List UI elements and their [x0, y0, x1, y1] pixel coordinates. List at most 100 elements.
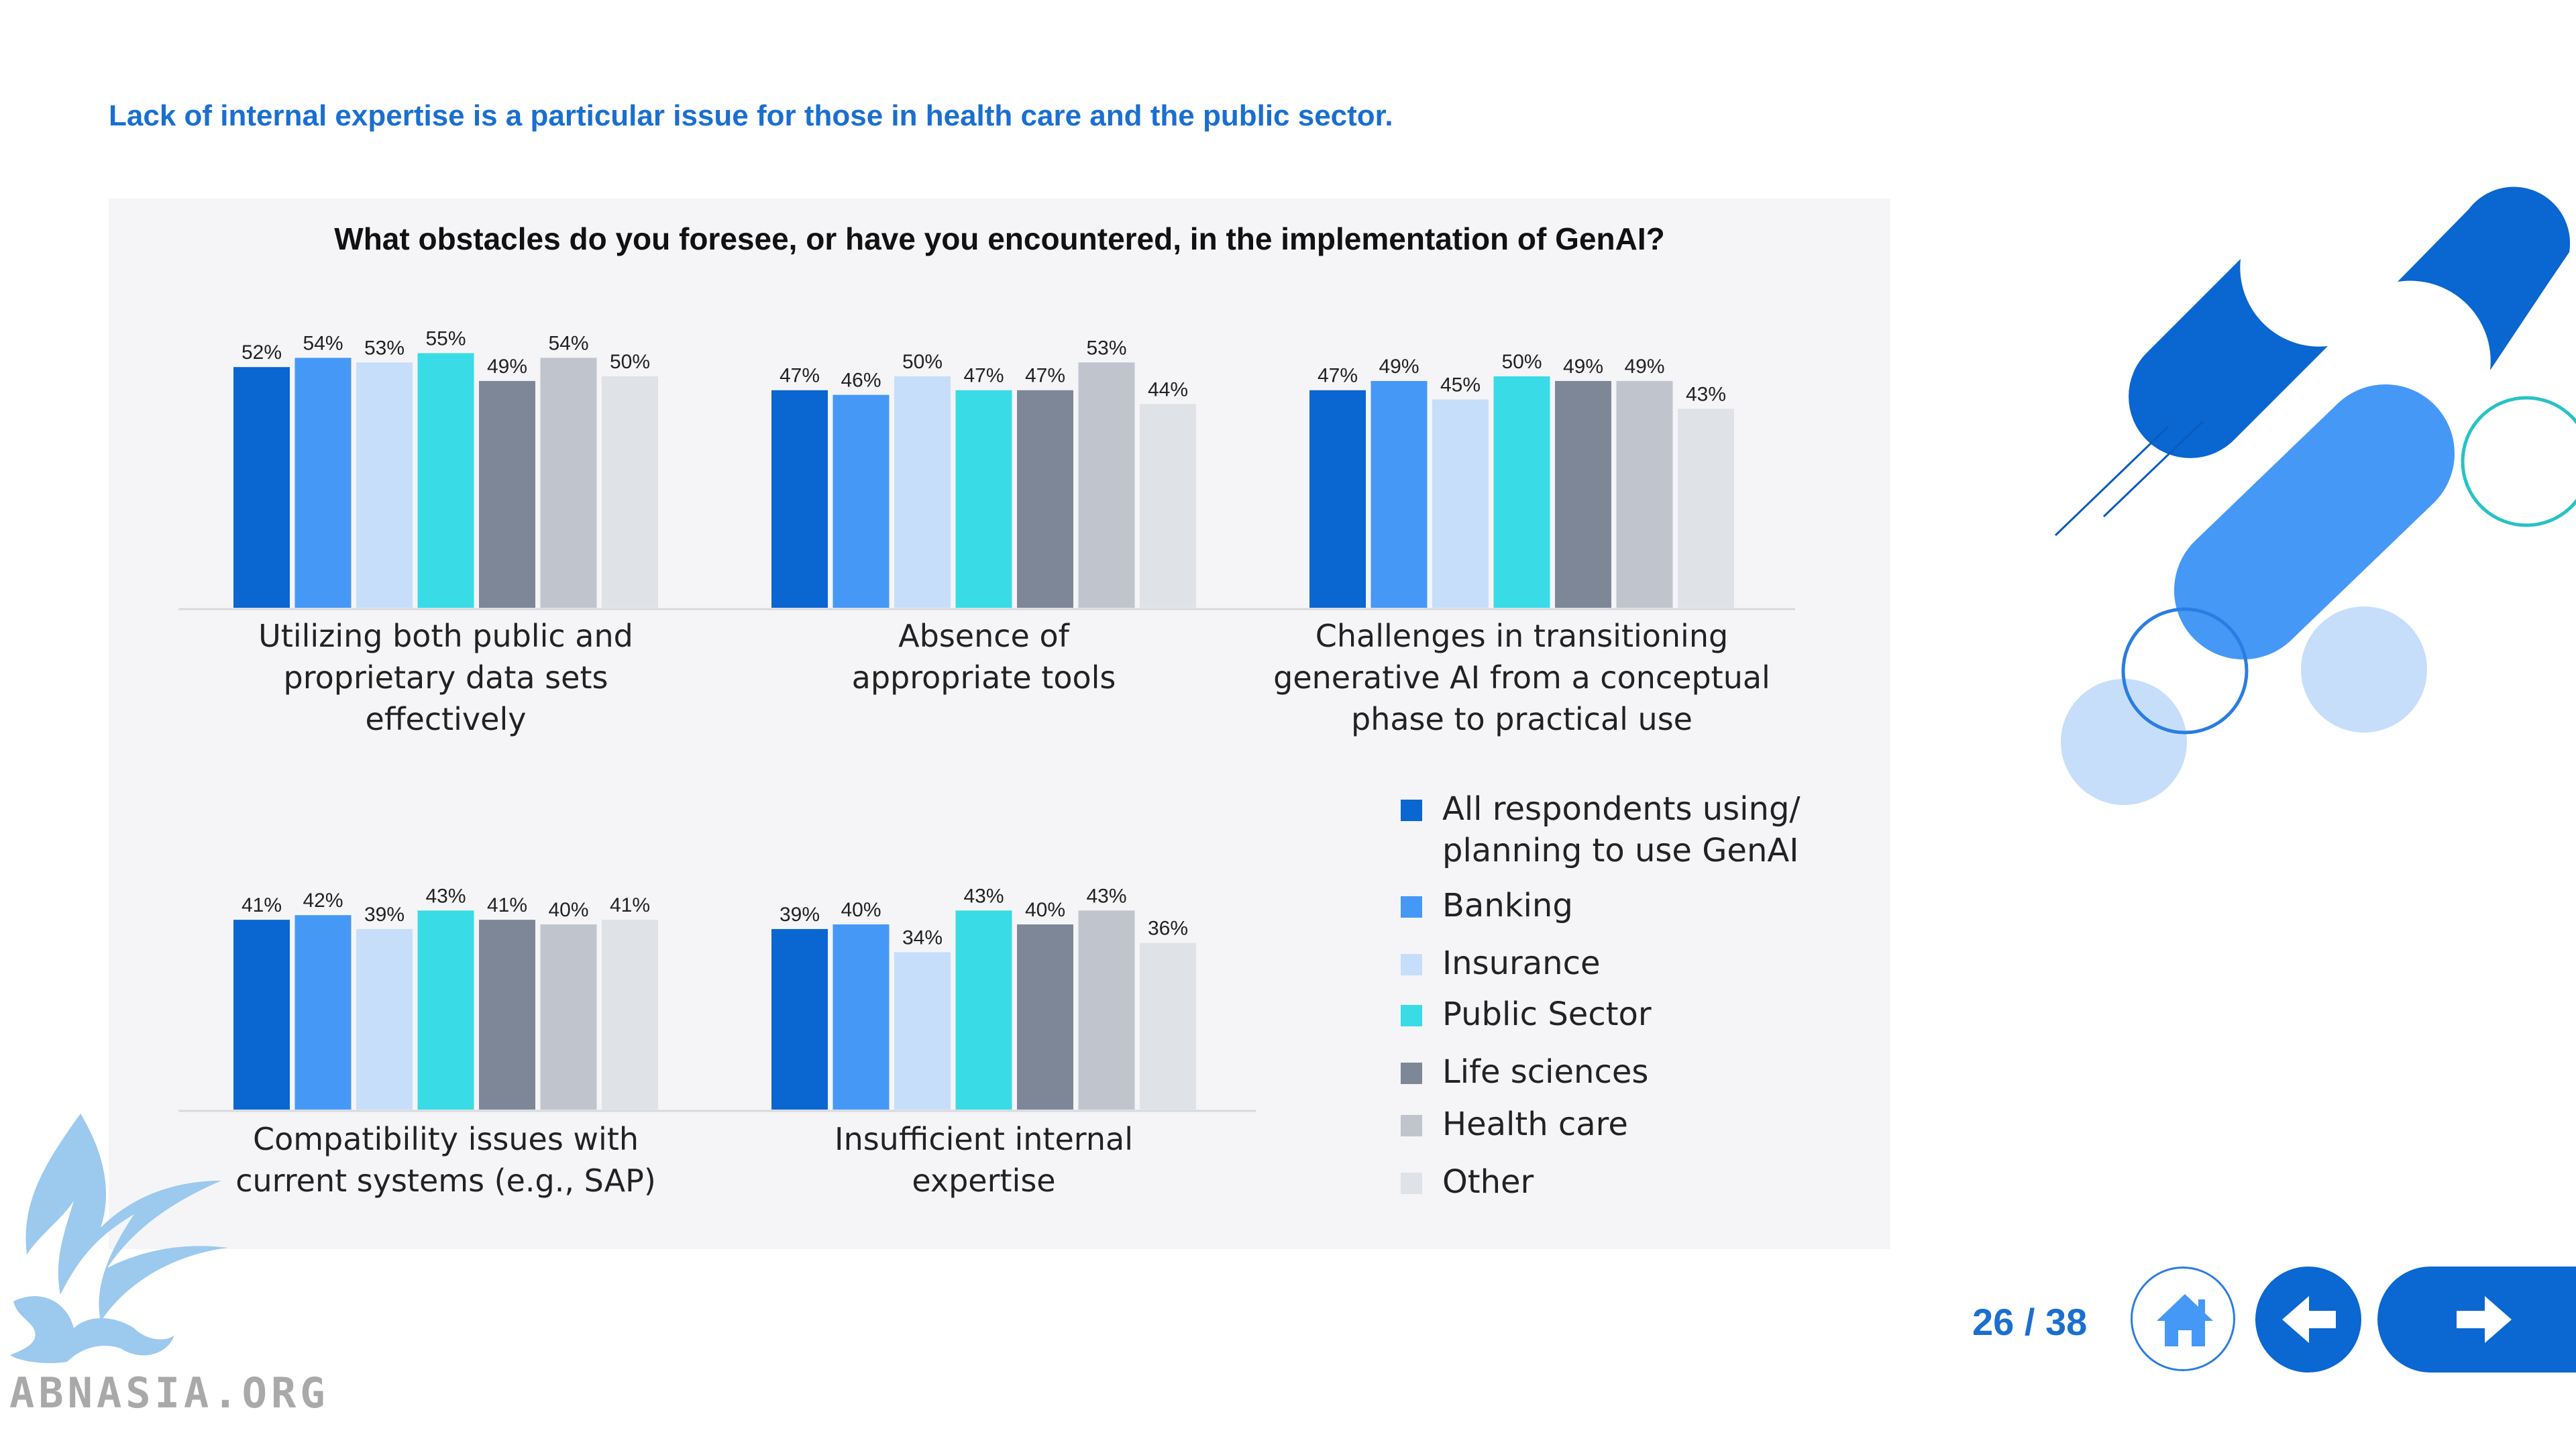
legend-label: Life sciences	[1442, 1053, 1648, 1091]
bar	[540, 358, 597, 608]
chart-legend: All respondents using/planning to use Ge…	[1401, 790, 1801, 1201]
bar	[1371, 380, 1428, 608]
bar-value-label: 49%	[1624, 356, 1664, 378]
griffin-logo	[10, 1114, 228, 1363]
next-button[interactable]	[2377, 1267, 2576, 1373]
bar-group: 39% 40% 34% 43% 40% 43% 36% Insufficient intern…	[771, 885, 1196, 1199]
bar	[1678, 409, 1734, 608]
bar-group: 47% 46% 50% 47% 47% 53% 44% Absence of appropria…	[771, 337, 1196, 696]
category-label: Challenges in transitioning generative AI…	[1273, 618, 1770, 737]
bar	[894, 952, 951, 1110]
bar-value-label: 34%	[902, 926, 943, 949]
bar	[1078, 910, 1135, 1110]
home-button[interactable]	[2131, 1267, 2235, 1371]
legend-swatch	[1401, 1063, 1422, 1084]
category-label: Absence of appropriate tools	[852, 618, 1116, 696]
legend-swatch	[1401, 896, 1422, 918]
legend-item: Insurance	[1401, 945, 1601, 982]
bar-value-label: 55%	[425, 328, 466, 350]
bar	[771, 390, 828, 608]
bar	[1140, 404, 1196, 608]
bar-value-label: 45%	[1440, 374, 1481, 396]
bar-group: 52% 54% 53% 55% 49% 54% 50% Utilizing both publ…	[233, 328, 658, 737]
bar	[833, 394, 890, 608]
bar-value-label: 49%	[487, 356, 527, 378]
decor-circle-light-left	[2061, 679, 2187, 805]
bar-value-label: 47%	[1025, 365, 1065, 387]
bar	[1078, 362, 1135, 608]
bar-value-label: 42%	[303, 890, 343, 912]
bar-value-label: 44%	[1148, 378, 1188, 400]
category-label: Insufficient internal expertise	[835, 1121, 1133, 1199]
bar-value-label: 49%	[1563, 356, 1603, 378]
bar-value-label: 54%	[303, 332, 343, 354]
bar	[233, 920, 290, 1110]
bar	[602, 920, 658, 1110]
chart-title: What obstacles do you foresee, or have y…	[334, 221, 1664, 256]
bar	[294, 915, 352, 1110]
bar	[1432, 399, 1489, 608]
bar	[294, 358, 352, 608]
bar-value-label: 52%	[241, 341, 282, 364]
bar-group: 47% 49% 45% 50% 49% 49% 43% Challenges in trans…	[1273, 351, 1770, 737]
bar	[356, 928, 413, 1110]
arrow-left-icon	[2282, 1296, 2336, 1343]
page-counter: 26 / 38	[1972, 1301, 2088, 1343]
bar	[771, 928, 828, 1110]
bar	[1140, 943, 1196, 1110]
bar-chart: What obstacles do you foresee, or have y…	[178, 221, 1801, 1201]
legend-label: Banking	[1442, 887, 1573, 924]
decor-diagonal-lines	[2054, 420, 2204, 537]
category-label: Compatibility issues with current systems…	[235, 1121, 656, 1199]
decor-circle-light-right	[2301, 606, 2427, 733]
bar	[233, 367, 290, 608]
bar	[955, 910, 1012, 1110]
bar-group: 41% 42% 39% 43% 41% 40% 41% Compatibility issue…	[233, 885, 658, 1199]
legend-label: Other	[1442, 1163, 1534, 1201]
decor-circle-outline-blue	[2121, 607, 2249, 735]
bar-value-label: 43%	[963, 885, 1004, 907]
bar	[356, 362, 413, 608]
watermark-text: ABNASIA.ORG	[9, 1368, 329, 1417]
bar-value-label: 43%	[1086, 885, 1126, 907]
bar-value-label: 41%	[487, 894, 527, 916]
legend-swatch	[1401, 1173, 1422, 1194]
chart-groups: 52% 54% 53% 55% 49% 54% 50% Utilizing both publ…	[178, 328, 1795, 1199]
bar-value-label: 41%	[241, 894, 282, 916]
bar-value-label: 47%	[963, 365, 1004, 387]
bar	[894, 376, 951, 608]
legend-item: Other	[1401, 1163, 1534, 1201]
legend-label: Insurance	[1442, 945, 1601, 982]
decor-pill-dark-right	[2398, 186, 2571, 370]
bar-value-label: 54%	[548, 332, 588, 354]
bar	[479, 920, 535, 1110]
category-label: Utilizing both public and proprietary dat…	[258, 618, 633, 737]
page-subtitle: Lack of internal expertise is a particul…	[109, 99, 1393, 132]
legend-item: Life sciences	[1401, 1053, 1648, 1091]
bar-value-label: 50%	[902, 351, 943, 373]
legend-label: Health care	[1442, 1106, 1628, 1143]
legend-item: Banking	[1401, 887, 1573, 924]
previous-button[interactable]	[2255, 1267, 2361, 1373]
decor-pill-dark-left	[2129, 259, 2328, 458]
bar	[417, 910, 474, 1110]
bar	[955, 390, 1012, 608]
bar	[417, 353, 474, 608]
bar-value-label: 47%	[780, 365, 820, 387]
decor-circle-outline-teal	[2461, 396, 2576, 527]
bar-value-label: 40%	[548, 899, 588, 921]
chart-panel: What obstacles do you foresee, or have y…	[109, 199, 1890, 1249]
bar	[1493, 376, 1550, 608]
bar-value-label: 40%	[841, 899, 881, 921]
bar-value-label: 47%	[1318, 365, 1358, 387]
bar-value-label: 39%	[780, 904, 820, 926]
bar-value-label: 43%	[425, 885, 466, 907]
legend-label: Public Sector	[1442, 996, 1652, 1033]
bar-value-label: 36%	[1148, 918, 1188, 940]
legend-swatch	[1401, 954, 1422, 975]
bar-value-label: 53%	[1086, 337, 1126, 359]
legend-label: All respondents using/planning to use Ge…	[1442, 790, 1801, 869]
bar-value-label: 39%	[364, 904, 405, 926]
bar	[1555, 380, 1611, 608]
bar	[479, 380, 535, 608]
